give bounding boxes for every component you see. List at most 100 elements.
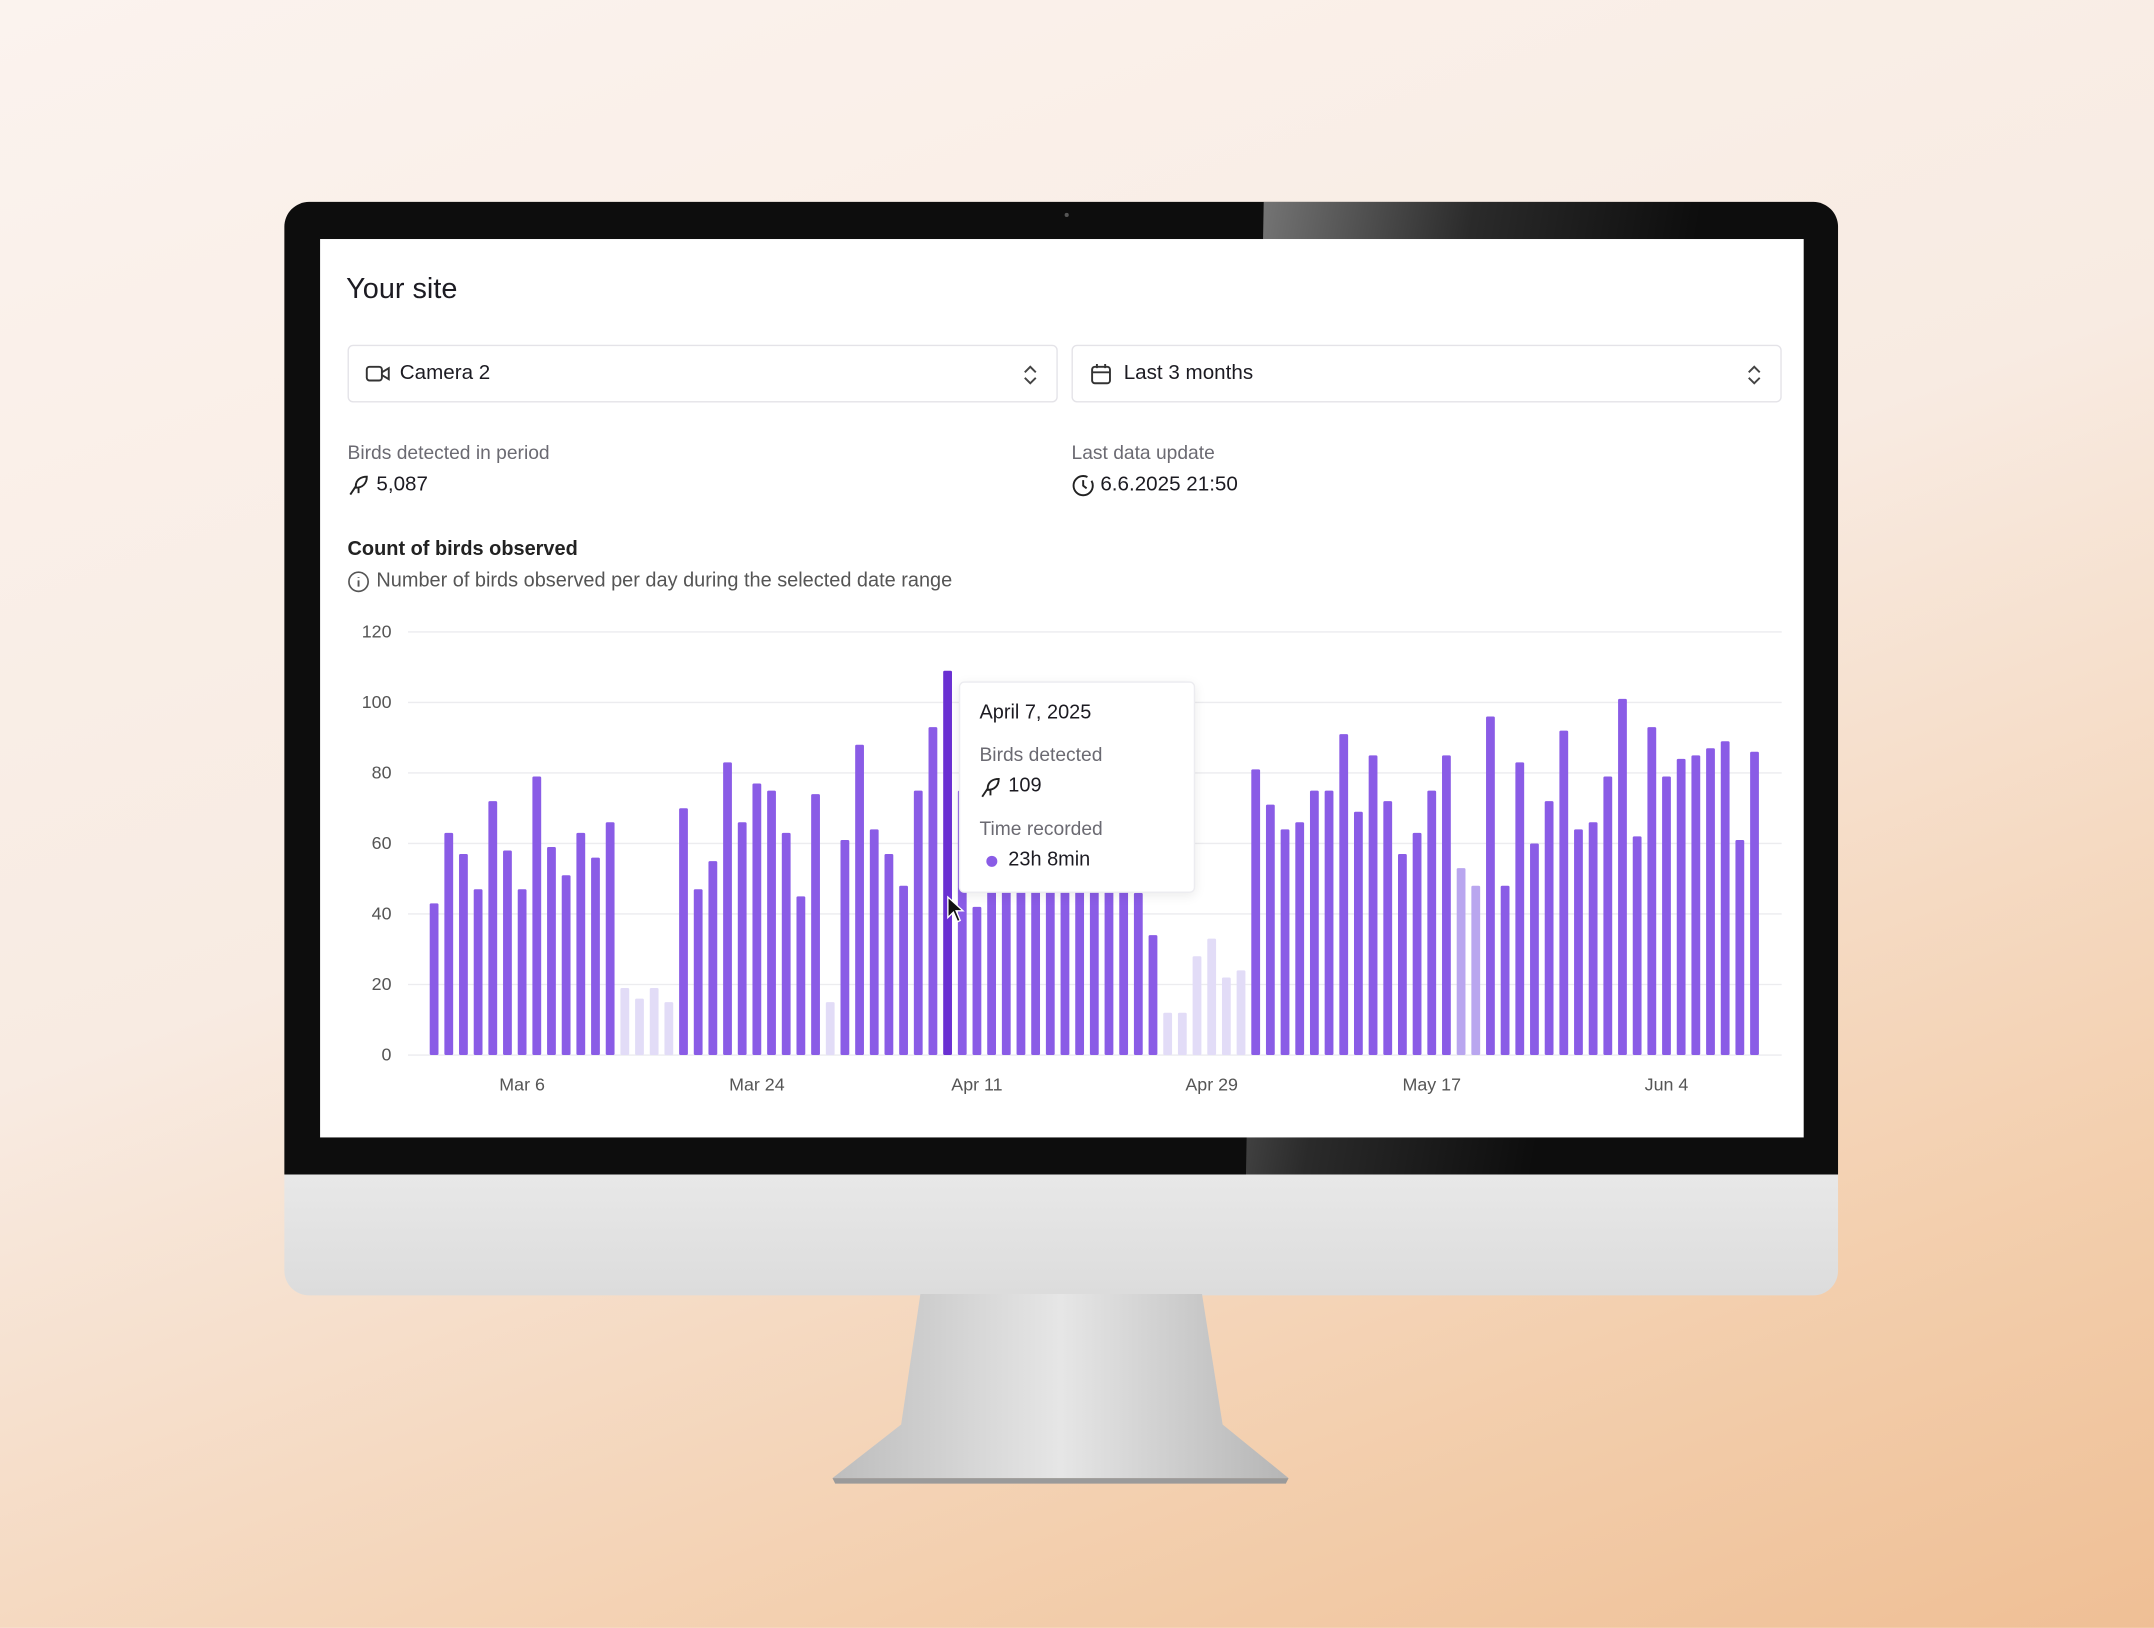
bar [679, 808, 688, 1056]
bar [1618, 698, 1627, 1056]
bar [723, 762, 732, 1056]
y-tick-label: 60 [372, 833, 392, 853]
bar [1662, 776, 1671, 1056]
tooltip-time: 23h 8min [1008, 848, 1091, 871]
camera-select[interactable]: Camera 2 [347, 344, 1058, 403]
bar [796, 896, 806, 1056]
bar [1632, 836, 1642, 1056]
tooltip-label: Birds detected [979, 743, 1103, 766]
bar [620, 988, 630, 1056]
bar [899, 885, 908, 1056]
bar [1251, 769, 1261, 1056]
bar [1442, 755, 1451, 1056]
bar [1603, 776, 1613, 1056]
y-tick-label: 120 [362, 621, 392, 641]
bar [1486, 716, 1495, 1056]
bar [1265, 804, 1275, 1056]
bar [781, 832, 791, 1056]
chart: 0 20 40 60 80 100 120 Mar 6 Mar 24 Apr 11 Apr 29 Ma… [362, 621, 1782, 1095]
bar [1016, 850, 1026, 1056]
bar [1177, 1012, 1187, 1056]
chart-subtitle: Number of birds observed per day during … [376, 570, 953, 593]
bar [1500, 885, 1510, 1056]
bar [459, 854, 468, 1056]
bar [649, 988, 659, 1056]
clock-icon [1072, 475, 1094, 497]
bird-icon [981, 777, 1000, 798]
bar [913, 790, 923, 1056]
chevrons [1748, 365, 1761, 385]
x-tick-label: Mar 6 [499, 1075, 545, 1095]
tooltip-date: April 7, 2025 [979, 701, 1092, 724]
bar [1574, 829, 1583, 1056]
webcam [1064, 212, 1069, 218]
bird-icon [349, 475, 368, 496]
bar [972, 906, 982, 1056]
bar [1309, 790, 1319, 1056]
bar [1515, 762, 1525, 1056]
bar [1119, 846, 1129, 1056]
bar [1295, 822, 1305, 1056]
cursor [947, 895, 965, 923]
bar [532, 776, 542, 1056]
bar [1456, 868, 1466, 1056]
chart-title: Count of birds observed [347, 538, 578, 561]
bar [1148, 935, 1158, 1056]
bar [1075, 861, 1085, 1056]
bar [591, 857, 600, 1056]
monitor-chin [284, 1174, 1839, 1296]
x-tick-label: May 17 [1402, 1075, 1461, 1095]
bar [987, 843, 997, 1056]
bar [547, 846, 556, 1056]
bar [503, 850, 512, 1056]
bar [1544, 801, 1554, 1056]
bar [1207, 938, 1217, 1056]
bar [1133, 892, 1143, 1056]
bar [1691, 755, 1701, 1056]
x-tick-label: Apr 11 [951, 1075, 1002, 1095]
bar [1192, 956, 1202, 1056]
y-tick-label: 80 [372, 762, 392, 782]
y-tick-label: 100 [362, 692, 392, 712]
bar [1706, 748, 1715, 1056]
camera-value: Camera 2 [399, 361, 491, 385]
bar [605, 822, 615, 1056]
bar [429, 903, 439, 1056]
bar [1236, 970, 1246, 1056]
bar [1353, 811, 1363, 1056]
info-icon [348, 571, 369, 593]
bar [1412, 832, 1422, 1056]
bar [1398, 854, 1407, 1056]
bar [1559, 730, 1569, 1056]
bar [1676, 758, 1686, 1056]
x-tick-label: Mar 24 [729, 1075, 785, 1095]
bar [517, 889, 527, 1056]
bar [1163, 1012, 1173, 1056]
bar [855, 744, 864, 1056]
x-tick-label: Apr 29 [1185, 1075, 1238, 1095]
bar [708, 861, 718, 1056]
chevrons [1024, 365, 1037, 385]
bar [1368, 755, 1378, 1056]
bar [943, 670, 952, 1056]
bar [1221, 977, 1231, 1056]
bar [444, 832, 454, 1056]
page-title: Your site [346, 273, 458, 305]
bar [635, 998, 644, 1056]
period-value: Last 3 months [1123, 361, 1254, 385]
stat-value: 5,087 [376, 472, 428, 496]
legend-dot [986, 855, 998, 867]
bar [869, 829, 879, 1056]
monitor-stand [832, 1294, 1289, 1484]
period-select[interactable]: Last 3 months [1071, 344, 1782, 403]
bar [664, 1002, 674, 1056]
bar [825, 1002, 835, 1056]
bar [1750, 751, 1759, 1056]
calendar-icon [1091, 364, 1111, 385]
bar [928, 727, 938, 1056]
tooltip-value: 109 [1008, 774, 1042, 797]
bar [1530, 843, 1539, 1056]
bar [576, 832, 586, 1056]
